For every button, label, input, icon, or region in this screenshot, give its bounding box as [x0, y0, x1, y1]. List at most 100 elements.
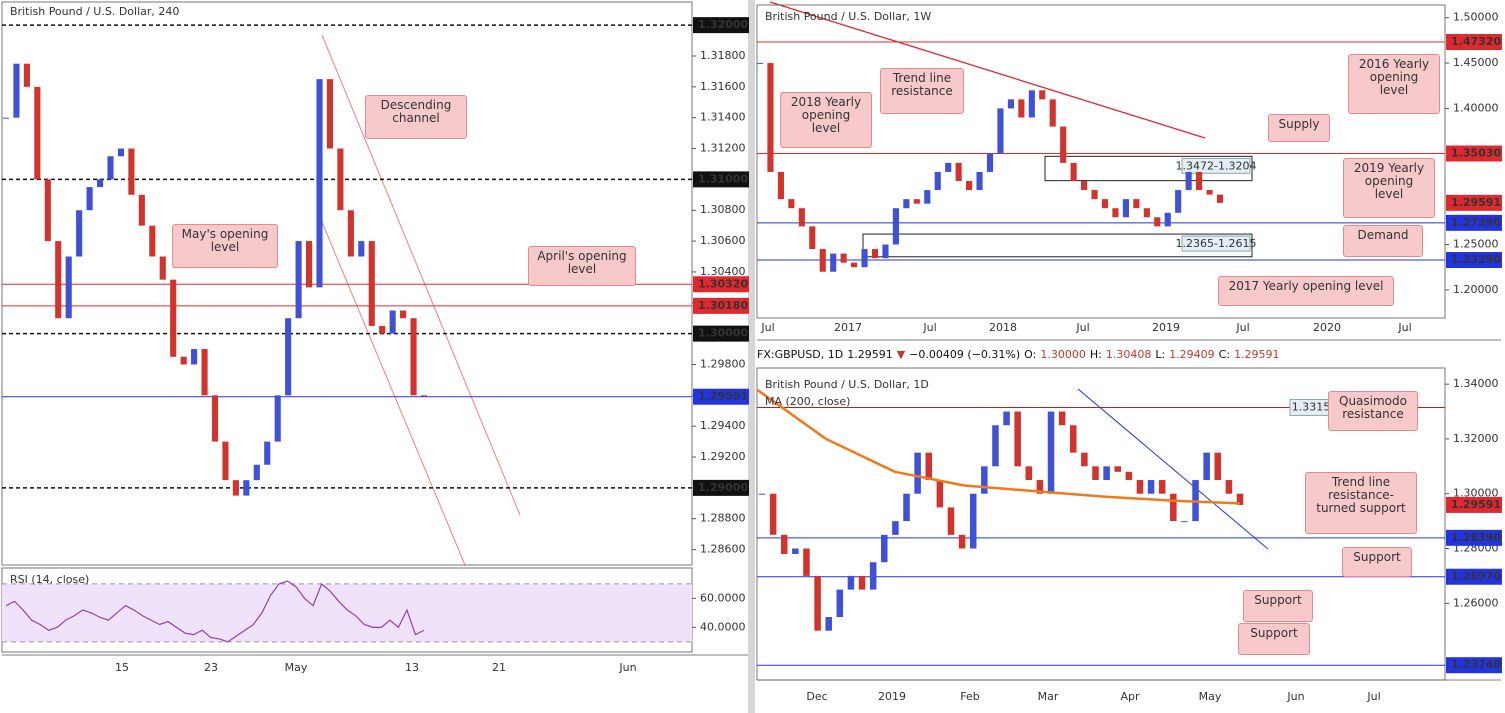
callout: April's opening level	[528, 246, 636, 286]
zone-label: 1.2365-1.2615	[1176, 237, 1257, 250]
candle	[945, 162, 952, 172]
candle	[180, 356, 187, 365]
x-tick-label: Dec	[806, 690, 827, 703]
candle	[1114, 466, 1121, 472]
channel-line	[321, 221, 466, 566]
candle	[191, 349, 198, 365]
x-tick-label: 15	[115, 661, 129, 674]
level-label-bg	[1446, 496, 1502, 513]
candle	[758, 493, 766, 495]
x-tick-label: Mar	[1038, 690, 1059, 703]
rsi-band	[2, 583, 692, 642]
plot-frame	[756, 4, 1446, 319]
candle	[777, 171, 784, 200]
candle	[326, 79, 334, 149]
candle	[958, 534, 966, 549]
candle	[1214, 452, 1222, 481]
candle	[981, 466, 988, 494]
y-tick-label: 1.31800	[700, 49, 746, 62]
candle	[316, 79, 323, 288]
x-tick-label: Jul	[1075, 321, 1089, 334]
x-tick-label: Jul	[1397, 321, 1411, 334]
candle	[1236, 493, 1244, 505]
level-label-bg	[1446, 194, 1502, 211]
candle	[368, 241, 375, 326]
candle	[913, 199, 920, 204]
chart-title: British Pound / U.S. Dollar, 240	[10, 5, 179, 18]
candle	[1101, 199, 1109, 209]
y-tick-label: 1.26000	[1453, 596, 1499, 609]
callout: 2018 Yearly opening level	[780, 92, 872, 148]
callout: Descending channel	[365, 95, 467, 139]
candle	[892, 208, 899, 245]
candle	[1070, 162, 1077, 182]
y-tick-label: 1.20000	[1453, 283, 1499, 296]
candle	[1047, 411, 1055, 494]
candle	[420, 395, 428, 397]
candle	[769, 493, 777, 535]
candle	[1196, 171, 1203, 191]
candle	[814, 575, 821, 631]
candle	[1014, 411, 1021, 467]
level-label-bg	[1446, 252, 1502, 269]
candle	[792, 548, 799, 554]
callout: 2019 Yearly opening level	[1343, 158, 1435, 218]
panel-divider	[748, 0, 755, 713]
candle	[803, 548, 810, 576]
header-item: 1.29409	[1169, 348, 1215, 361]
level-label: 1.35030	[1451, 147, 1501, 160]
candle	[1003, 411, 1010, 426]
header: FX:GBPUSD, 1D 1.29591 ▼ −0.00409 (−0.31%) O:…	[757, 348, 1280, 361]
candle	[1133, 199, 1140, 209]
level-label: 1.32000	[698, 18, 748, 31]
candle	[924, 190, 931, 204]
x-tick-label: 2020	[1313, 321, 1341, 334]
candle	[13, 63, 20, 118]
header-item: L:	[1155, 348, 1165, 361]
candle	[1018, 99, 1025, 118]
level-label: 1.30180	[698, 299, 748, 312]
level-label-bg	[1446, 529, 1502, 546]
callout: Demand	[1343, 225, 1423, 257]
chart-title: RSI (14, close)	[10, 573, 89, 586]
candle	[253, 464, 260, 481]
candle	[1206, 190, 1213, 195]
candle	[869, 562, 877, 590]
candle	[379, 325, 386, 334]
candle	[211, 395, 219, 442]
x-tick-label: May	[285, 661, 308, 674]
x-tick-label: May	[1199, 690, 1222, 703]
x-tick-label: 13	[405, 661, 419, 674]
level-label-bg	[693, 171, 749, 188]
x-tick-label: Jun	[618, 661, 636, 674]
y-tick-label: 1.34000	[1453, 377, 1499, 390]
candle	[128, 148, 135, 195]
candle	[1036, 480, 1044, 494]
candle	[1225, 480, 1233, 494]
candle	[1125, 471, 1133, 481]
level-label: 1.26970	[1451, 570, 1501, 583]
zone-label-bg	[1181, 157, 1251, 174]
candle	[1147, 480, 1155, 494]
candle	[1122, 199, 1129, 218]
candle	[55, 241, 62, 319]
level-label-bg	[1446, 657, 1502, 674]
header-item: ▼	[897, 348, 906, 361]
channel-line	[321, 34, 521, 516]
candle	[1091, 190, 1098, 200]
level-label: 1.28390	[1451, 531, 1501, 544]
candle	[76, 210, 83, 257]
candle	[819, 249, 826, 272]
y-tick-label: 1.29400	[700, 419, 746, 432]
candle	[767, 63, 774, 172]
callout: 2017 Yearly opening level	[1218, 276, 1394, 306]
candle	[1175, 190, 1182, 213]
candle	[1181, 521, 1188, 523]
candle	[2, 117, 10, 119]
level-label: 1.29591	[1451, 196, 1501, 209]
candle	[1143, 208, 1150, 218]
candle	[86, 187, 93, 211]
x-tick-label: 23	[204, 661, 218, 674]
candle	[358, 241, 365, 257]
y-tick-label: 1.32000	[1453, 432, 1499, 445]
